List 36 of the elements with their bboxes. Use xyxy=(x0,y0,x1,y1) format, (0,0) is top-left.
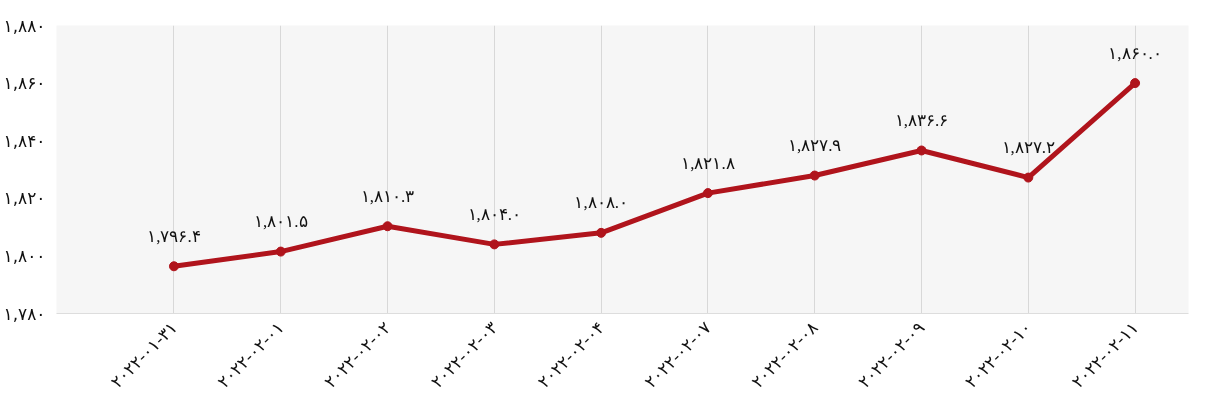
data-label: ۱,۸۳۶.۶ xyxy=(894,110,949,130)
data-label: ۱,۸۱۰.۳ xyxy=(360,186,415,206)
x-tick-label: ۲۰۲۲-۰۲-۰۷ xyxy=(640,317,716,392)
x-tick-label: ۲۰۲۲-۰۱-۳۱ xyxy=(106,317,182,392)
point xyxy=(1023,172,1034,183)
data-label: ۱,۸۶۰.۰ xyxy=(1108,43,1162,63)
y-tick-label: ۱,۷۸۰ xyxy=(3,303,46,324)
point xyxy=(809,170,820,181)
point xyxy=(1130,78,1141,89)
point xyxy=(275,246,286,257)
x-tick-label: ۲۰۲۲-۰۲-۰۳ xyxy=(426,317,502,392)
point xyxy=(168,261,179,272)
data-label: ۱,۸۰۴.۰ xyxy=(467,204,522,224)
y-tick-label: ۱,۸۴۰ xyxy=(3,130,46,151)
x-tick-label: ۲۰۲۲-۰۲-۰۱ xyxy=(213,317,288,392)
point xyxy=(382,221,393,232)
data-label: ۱,۸۲۷.۲ xyxy=(1001,138,1056,158)
y-tick-label: ۱,۸۲۰ xyxy=(3,188,46,209)
point xyxy=(489,239,500,250)
data-label: ۱,۷۹۶.۴ xyxy=(147,226,201,246)
x-tick-label: ۲۰۲۲-۰۲-۰۴ xyxy=(533,317,609,392)
data-label: ۱,۸۰۱.۵ xyxy=(254,212,308,232)
x-tick-label: ۲۰۲۲-۰۲-۱۱ xyxy=(1067,317,1143,392)
y-tick-label: ۱,۸۸۰ xyxy=(3,15,46,36)
point xyxy=(702,188,713,199)
x-tick-label: ۲۰۲۲-۰۲-۱۰ xyxy=(960,317,1036,392)
data-label: ۱,۸۲۷.۹ xyxy=(787,136,842,156)
x-tick-label: ۲۰۲۲-۰۲-۰۹ xyxy=(854,317,929,392)
x-tick-label: ۲۰۲۲-۰۲-۰۸ xyxy=(747,317,822,392)
y-tick-label: ۱,۸۶۰ xyxy=(3,73,46,94)
point xyxy=(596,227,607,238)
data-label: ۱,۸۰۸.۰ xyxy=(574,193,628,213)
x-tick-label: ۲۰۲۲-۰۲-۰۲ xyxy=(320,317,395,392)
data-label: ۱,۸۲۱.۸ xyxy=(681,153,735,173)
y-tick-label: ۱,۸۰۰ xyxy=(3,245,46,266)
point xyxy=(916,145,927,156)
